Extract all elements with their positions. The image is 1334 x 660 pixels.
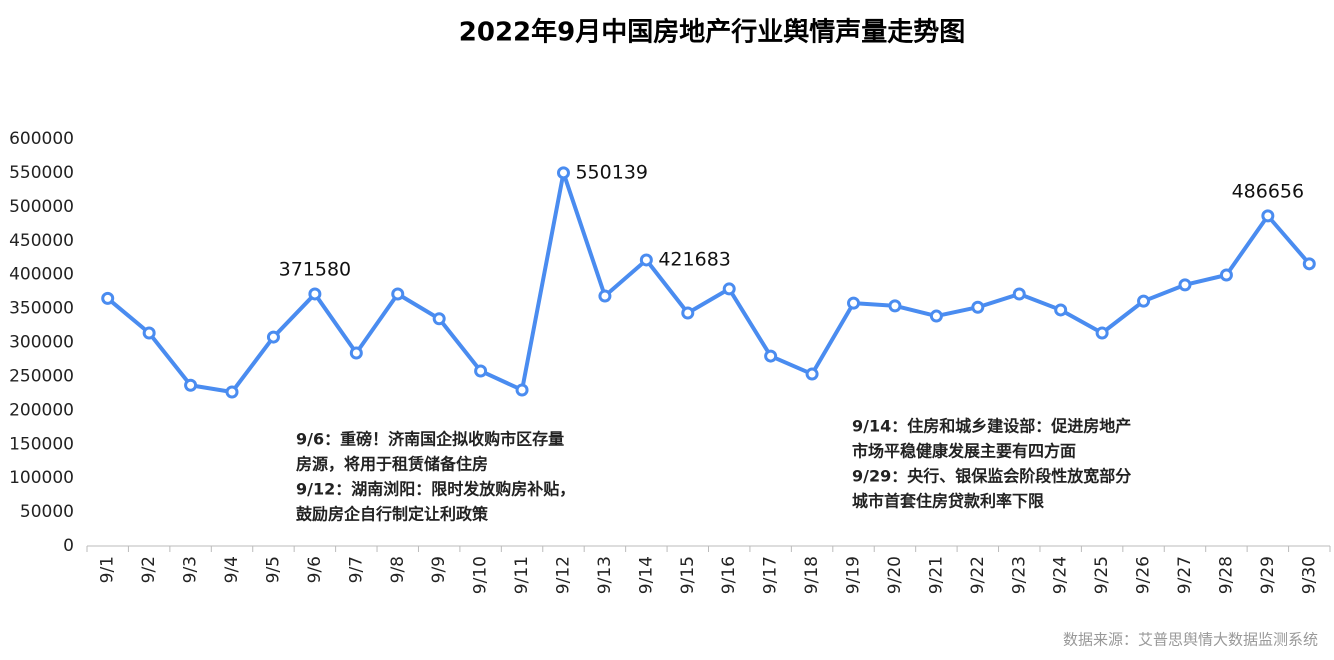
x-tick-label: 9/28 — [1216, 556, 1236, 594]
x-tick-label: 9/2 — [139, 556, 159, 583]
x-tick-label: 9/20 — [885, 556, 905, 594]
data-point — [1261, 209, 1275, 223]
data-point — [432, 312, 446, 326]
source-note: 数据来源：艾普思舆情大数据监测系统 — [1063, 631, 1318, 649]
y-tick-label: 50000 — [20, 502, 74, 522]
data-point — [515, 383, 529, 397]
x-tick-label: 9/11 — [512, 556, 532, 594]
data-point — [888, 299, 902, 313]
data-point — [847, 296, 861, 310]
annotation: 房源，将用于租赁储备住房 — [296, 455, 488, 474]
x-tick-label: 9/24 — [1051, 556, 1071, 594]
x-tick-label: 9/19 — [844, 556, 864, 594]
data-point — [764, 349, 778, 363]
data-point — [474, 364, 488, 378]
data-point — [598, 289, 612, 303]
data-point — [1302, 257, 1316, 271]
y-tick-label: 150000 — [9, 434, 74, 454]
data-point — [308, 287, 322, 301]
data-label: 486656 — [1232, 180, 1305, 202]
data-point — [639, 253, 653, 267]
y-tick-label: 550000 — [9, 163, 74, 183]
y-tick-label: 200000 — [9, 400, 74, 420]
data-point — [266, 330, 280, 344]
x-tick-label: 9/29 — [1258, 556, 1278, 594]
y-tick-label: 350000 — [9, 299, 74, 319]
data-point — [556, 166, 570, 180]
data-label: 421683 — [658, 248, 731, 270]
x-tick-label: 9/7 — [346, 556, 366, 583]
y-tick-label: 600000 — [9, 129, 74, 149]
x-tick-label: 9/5 — [263, 556, 283, 583]
data-point — [1137, 294, 1151, 308]
data-point — [101, 291, 115, 305]
y-tick-label: 450000 — [9, 231, 74, 251]
data-point — [929, 309, 943, 323]
series-line — [106, 170, 1311, 395]
data-point — [1054, 303, 1068, 317]
data-point — [722, 282, 736, 296]
annotation: 城市首套住房贷款利率下限 — [852, 492, 1045, 511]
x-tick-label: 9/22 — [968, 556, 988, 594]
annotation: 9/29：央行、银保监会阶段性放宽部分 — [852, 467, 1131, 486]
data-point — [805, 367, 819, 381]
x-tick-label: 9/13 — [595, 556, 615, 594]
y-tick-label: 500000 — [9, 197, 74, 217]
x-tick-label: 9/18 — [802, 556, 822, 594]
data-point — [142, 326, 156, 340]
data-point — [681, 306, 695, 320]
x-tick-label: 9/16 — [719, 556, 739, 594]
x-tick-label: 9/14 — [636, 556, 656, 594]
data-point — [225, 385, 239, 399]
x-tick-label: 9/30 — [1299, 556, 1319, 594]
annotation: 市场平稳健康发展主要有四方面 — [852, 442, 1076, 461]
x-tick-label: 9/21 — [926, 556, 946, 594]
data-point — [1012, 287, 1026, 301]
annotation: 9/12：湖南浏阳：限时发放购房补贴， — [296, 480, 575, 499]
chart-title: 2022年9月中国房地产行业舆情声量走势图 — [459, 17, 965, 48]
data-point — [184, 378, 198, 392]
x-tick-label: 9/23 — [1009, 556, 1029, 594]
data-point — [1095, 326, 1109, 340]
data-point — [391, 287, 405, 301]
annotation: 9/14：住房和城乡建设部：促进房地产 — [852, 417, 1131, 436]
x-tick-label: 9/4 — [222, 556, 242, 583]
x-tick-label: 9/3 — [181, 556, 201, 583]
annotation: 9/6：重磅！济南国企拟收购市区存量 — [296, 430, 564, 449]
data-label: 550139 — [575, 161, 648, 183]
annotation: 鼓励房企自行制定让利政策 — [296, 505, 489, 524]
data-point — [1178, 278, 1192, 292]
x-tick-label: 9/17 — [761, 556, 781, 594]
x-tick-label: 9/25 — [1092, 556, 1112, 594]
y-tick-label: 250000 — [9, 366, 74, 386]
x-tick-label: 9/9 — [429, 556, 449, 583]
y-tick-label: 100000 — [9, 468, 74, 488]
x-tick-label: 9/10 — [471, 556, 491, 594]
x-tick-label: 9/15 — [678, 556, 698, 594]
x-tick-label: 9/26 — [1134, 556, 1154, 594]
y-tick-label: 0 — [63, 536, 74, 556]
x-tick-label: 9/12 — [553, 556, 573, 594]
x-tick-label: 9/6 — [305, 556, 325, 583]
y-tick-label: 300000 — [9, 333, 74, 353]
x-tick-label: 9/8 — [388, 556, 408, 583]
data-point — [1219, 268, 1233, 282]
y-tick-label: 400000 — [9, 265, 74, 285]
data-point — [971, 300, 985, 314]
x-tick-label: 9/1 — [98, 556, 118, 583]
data-point — [349, 346, 363, 360]
data-label: 371580 — [279, 258, 352, 280]
x-tick-label: 9/27 — [1175, 556, 1195, 594]
